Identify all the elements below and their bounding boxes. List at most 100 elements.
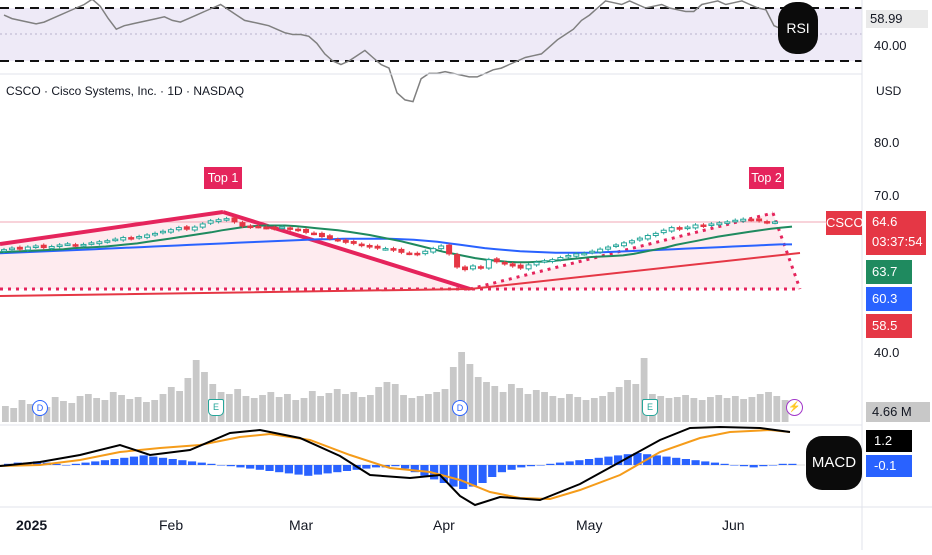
volume-bar [184, 378, 192, 422]
candle [215, 217, 222, 224]
time-label: Feb [159, 517, 183, 533]
candle [676, 225, 683, 232]
time-label: Jun [722, 517, 745, 533]
candle-body [342, 239, 349, 243]
volume-bar [383, 382, 391, 422]
macd-hist-bar [323, 465, 332, 474]
candle [398, 247, 405, 255]
candle-body [700, 224, 707, 227]
current-price-value: 64.6 [872, 214, 898, 229]
annotation-top-1[interactable]: Top 1 [204, 167, 242, 189]
candle [310, 231, 317, 236]
candle [287, 226, 294, 232]
candle [32, 244, 39, 249]
candle [144, 233, 151, 240]
macd-hist-bar [217, 465, 226, 466]
candle [56, 243, 63, 249]
candle [295, 227, 302, 233]
earnings-marker[interactable]: E [642, 399, 658, 416]
candle [597, 247, 604, 254]
candle-body [644, 235, 651, 240]
macd-hist-bar [62, 465, 71, 466]
macd-hist-bar [197, 462, 206, 465]
volume-bar [109, 392, 117, 422]
candle [239, 220, 246, 228]
candle [40, 243, 47, 250]
dividend-marker[interactable]: D [32, 400, 48, 416]
candle-body [501, 262, 508, 265]
candle [112, 237, 119, 242]
macd-hist-bar [730, 465, 739, 466]
macd-hist-bar [333, 465, 342, 473]
earnings-marker[interactable]: E [208, 399, 224, 416]
macd-hist-bar [662, 456, 671, 465]
macd-hist-bar [720, 463, 729, 465]
volume-bar [84, 394, 92, 422]
macd-hist-bar [52, 463, 61, 465]
volume-bar [665, 398, 673, 422]
macd-hist-bar [594, 457, 603, 465]
candle-body [716, 222, 723, 226]
candle-body [748, 218, 755, 222]
candle-body [215, 219, 222, 223]
candle-body [724, 221, 731, 224]
volume-bar [284, 394, 291, 422]
candle-body [454, 254, 461, 268]
candle-body [517, 264, 524, 269]
volume-bar [391, 384, 399, 422]
candle [732, 218, 739, 223]
pattern-fill [0, 212, 470, 289]
volume-bar [441, 389, 449, 422]
candle-body [628, 240, 635, 244]
candle-body [207, 220, 214, 224]
volume-bar [350, 392, 358, 422]
candle [740, 217, 747, 223]
candle-body [509, 263, 516, 267]
annotation-top-2[interactable]: Top 2 [749, 167, 784, 189]
candle-body [231, 217, 238, 223]
volume-bar [449, 367, 457, 422]
candle [589, 249, 596, 255]
volume-bar [2, 406, 9, 422]
dividend-marker[interactable]: D [452, 400, 468, 416]
candle [8, 246, 15, 252]
lightning-icon[interactable]: ⚡ [786, 399, 803, 416]
volume-bar [582, 400, 590, 422]
candle [303, 227, 310, 235]
macd-hist-bar [178, 460, 187, 465]
candle [684, 225, 691, 231]
time-label: 2025 [16, 517, 47, 533]
volume-bar [267, 392, 275, 422]
volume-bar [308, 391, 316, 422]
signal-line [0, 428, 791, 501]
volume-bar [325, 393, 333, 422]
candle [692, 223, 699, 230]
macd-badge[interactable]: MACD [806, 436, 862, 490]
volume-bar [333, 389, 341, 422]
candle [652, 231, 659, 238]
candle-body [541, 260, 548, 263]
candle [88, 241, 95, 246]
volume-bar [491, 386, 499, 422]
pattern-leg-1 [0, 210, 224, 246]
macd-hist-bar [342, 465, 352, 471]
currency-label[interactable]: USD [876, 84, 902, 98]
candle-body [72, 244, 79, 247]
macd-hist-bar [478, 465, 487, 483]
macd-hist-bar [778, 463, 787, 465]
macd-hist-bar [672, 457, 681, 465]
candle [255, 224, 262, 229]
candle [581, 251, 588, 256]
volume-bar [574, 397, 582, 422]
current-price-label: 64.6 03:37:54 [866, 211, 926, 255]
volume-bar [524, 394, 532, 422]
candle [183, 225, 190, 232]
volume-bar [118, 395, 125, 422]
candle [708, 222, 715, 228]
candle-body [493, 258, 500, 263]
rsi-badge[interactable]: RSI [778, 2, 818, 54]
rsi-line [3, 0, 791, 103]
candle [772, 220, 778, 225]
symbol-title[interactable]: CSCO · Cisco Systems, Inc. · 1D · NASDAQ [6, 84, 245, 98]
